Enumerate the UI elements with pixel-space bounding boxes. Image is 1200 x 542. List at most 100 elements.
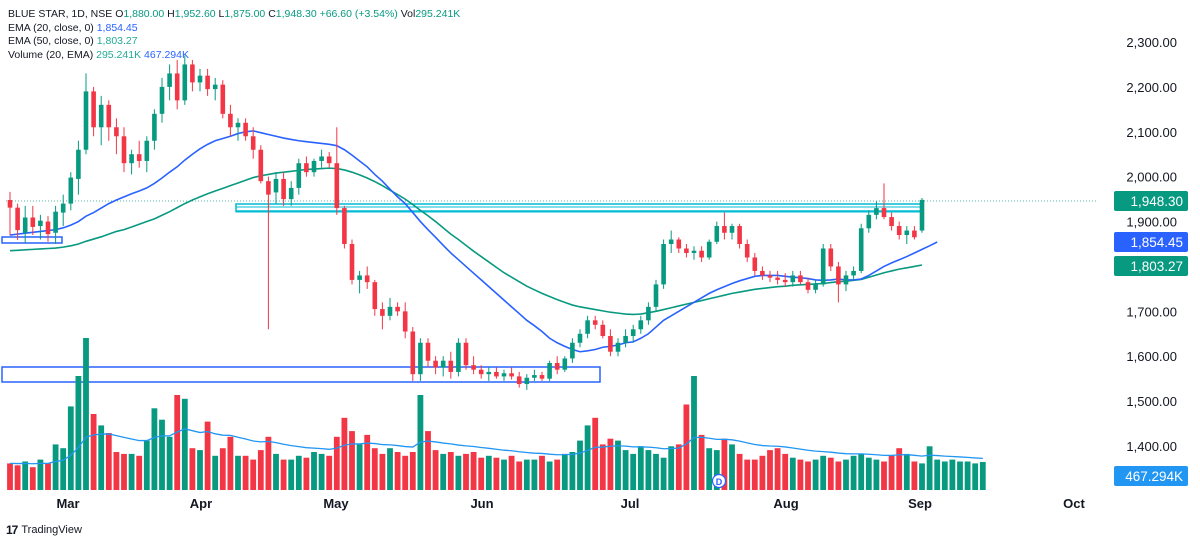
volume-bar	[926, 446, 933, 490]
candle-body	[448, 360, 454, 372]
candle	[798, 270, 803, 285]
candle	[836, 261, 841, 303]
candle	[912, 226, 917, 240]
volume-bar	[280, 459, 287, 490]
volume-bar	[60, 448, 67, 490]
candle-body	[15, 207, 20, 231]
candle	[608, 329, 613, 357]
legend-volema-value-a: 295.241K	[96, 48, 142, 61]
volume-bar	[584, 425, 591, 490]
volume-bar	[67, 406, 74, 490]
candle-body	[866, 214, 872, 229]
volume-bar	[554, 459, 561, 490]
legend-low-label: L	[218, 8, 225, 20]
candle	[691, 246, 697, 260]
candle-body	[349, 244, 355, 280]
volume-bar	[607, 438, 614, 490]
volume-bar	[493, 457, 500, 490]
volume-bar	[850, 455, 857, 490]
candle-body	[737, 226, 742, 244]
candle-body	[744, 244, 750, 258]
candle	[38, 214, 43, 240]
candle-body	[653, 284, 659, 307]
candle-body	[767, 275, 773, 278]
legend-open-label: O	[115, 8, 124, 20]
candle-body	[38, 220, 43, 227]
candle-body	[600, 324, 606, 337]
candle-body	[676, 239, 682, 249]
candle	[304, 156, 309, 177]
legend-close-value: 1,948.30	[275, 8, 317, 20]
x-axis: Mar Apr May Jun Jul Aug Sep Oct D	[56, 473, 1086, 511]
volume-bar	[288, 459, 295, 490]
candle-body	[22, 217, 28, 233]
price-tag-bg	[1114, 256, 1188, 276]
candle	[539, 371, 545, 381]
candle	[22, 205, 28, 243]
tradingview-logo-icon: 17	[6, 523, 18, 537]
candle	[144, 136, 150, 173]
volume-bar	[356, 444, 363, 490]
candle-body	[311, 160, 317, 173]
candle-body	[874, 208, 879, 215]
zones-layer	[1, 203, 924, 383]
candle-body	[539, 375, 545, 379]
volume-bar	[865, 457, 872, 490]
price-tag: 1,948.30	[1114, 191, 1188, 211]
candle-body	[896, 226, 902, 236]
candle	[98, 95, 104, 146]
candle-body	[76, 149, 81, 179]
y-tick-label: 1,600.00	[1126, 349, 1177, 364]
price-tag-label: 1,948.30	[1130, 194, 1183, 209]
volume-bar	[858, 453, 865, 490]
x-tick-label: May	[323, 496, 349, 511]
volume-bar	[569, 452, 576, 490]
legend-volume-label: Vol	[400, 8, 416, 20]
tradingview-branding[interactable]: 17 TradingView	[6, 523, 82, 537]
candle-body	[53, 211, 58, 233]
candle	[425, 338, 431, 368]
volume-bar	[235, 455, 241, 490]
volume-bar	[896, 448, 903, 490]
volume-bar	[387, 448, 393, 490]
volume-bar	[151, 408, 158, 490]
candle	[478, 365, 484, 379]
volume-bar	[349, 431, 355, 490]
volume-bar	[767, 450, 773, 490]
volume-bar	[713, 450, 720, 490]
candle-body	[851, 270, 856, 276]
volume-bar	[979, 461, 986, 490]
volume-bar	[820, 455, 827, 490]
candle-body	[714, 226, 720, 242]
candle	[380, 302, 385, 330]
candle	[288, 181, 294, 206]
volume-bar	[273, 453, 279, 490]
candle-body	[722, 226, 727, 233]
volume-bar	[911, 461, 918, 490]
price-tag-label: 1,803.27	[1130, 259, 1183, 274]
volume-bar	[653, 453, 659, 490]
candle	[364, 266, 370, 289]
volume-bar	[881, 461, 887, 490]
volume-bar	[7, 463, 13, 490]
volume-bar	[447, 452, 454, 490]
candle	[896, 221, 902, 240]
candle	[646, 302, 651, 325]
candle-body	[661, 244, 666, 285]
x-tick-label: Aug	[773, 496, 798, 511]
candle	[266, 176, 271, 330]
candle-body	[418, 342, 423, 375]
volume-bar	[523, 459, 530, 490]
x-tick-label: Jul	[621, 496, 640, 511]
volume-bar	[265, 436, 272, 490]
candle	[630, 324, 636, 343]
candle	[843, 270, 849, 292]
volume-bar	[98, 425, 105, 490]
candle	[418, 338, 423, 381]
y-tick-label: 2,300.00	[1126, 35, 1177, 50]
volume-bar	[227, 436, 234, 490]
candle	[805, 277, 811, 294]
candle-body	[159, 86, 165, 114]
candle	[661, 239, 666, 289]
